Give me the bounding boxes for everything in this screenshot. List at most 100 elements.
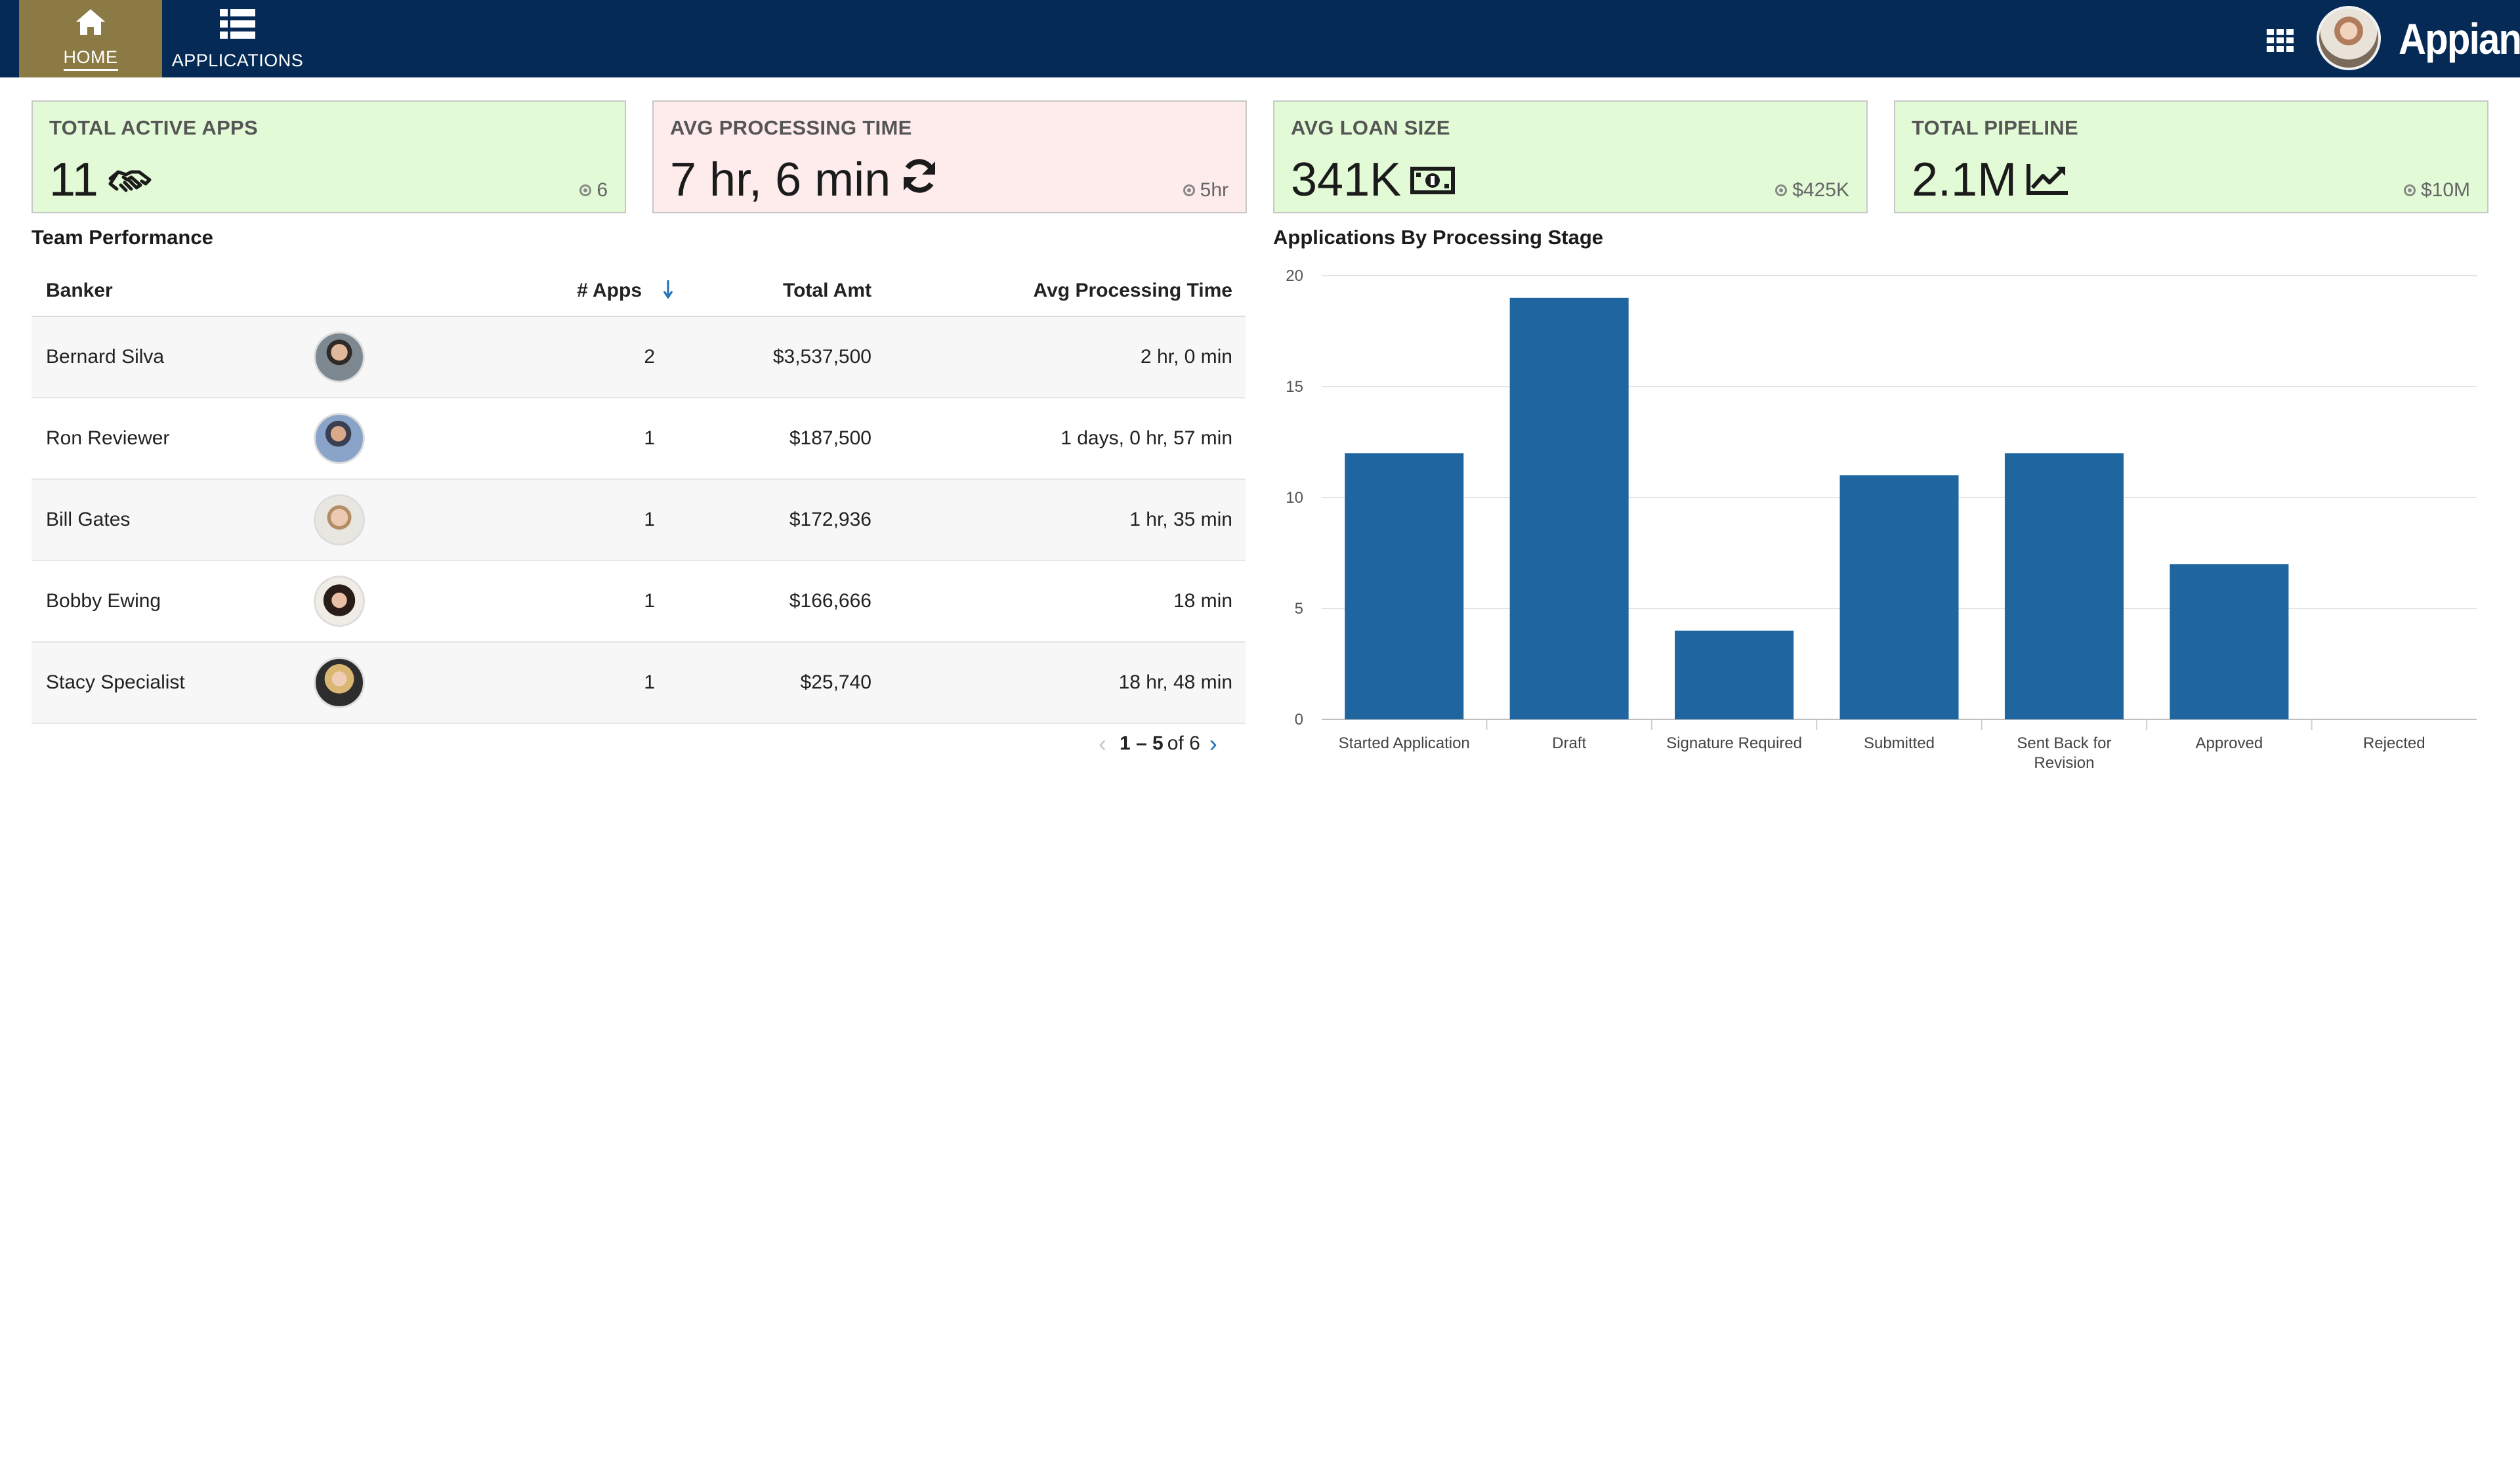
- column-header-apps-label: # Apps: [577, 280, 642, 301]
- avatar: [314, 494, 365, 545]
- avatar: [314, 657, 365, 708]
- kpi-target-value: $10M: [2420, 179, 2470, 201]
- apps-count: 1: [644, 590, 655, 612]
- y-tick-label: 15: [1286, 378, 1303, 396]
- table-row: Bobby Ewing 1 $166,666 18 min: [32, 561, 1246, 643]
- kpi-title: TOTAL ACTIVE APPS: [49, 116, 259, 139]
- banker-photo-cell: [314, 494, 412, 545]
- kpi-target-value: $425K: [1792, 179, 1849, 201]
- x-category-label: Started Application: [1339, 734, 1470, 752]
- avg-processing-time: 1 days, 0 hr, 57 min: [1060, 427, 1232, 449]
- grid-pager: ‹ 1 – 5 of 6 ›: [1089, 730, 1227, 757]
- banker-name: Bill Gates: [46, 509, 131, 530]
- bar[interactable]: [2004, 453, 2124, 719]
- kpi-title: AVG LOAN SIZE: [1291, 116, 1450, 139]
- kpi-value-row: 2.1M: [1912, 153, 2069, 207]
- x-category-label: Sent Back for Revision: [2017, 734, 2111, 772]
- apps-count: 1: [644, 671, 655, 693]
- total-amount: $3,537,500: [772, 346, 872, 368]
- banker-photo-cell: [314, 331, 412, 383]
- bar[interactable]: [1839, 475, 1959, 719]
- y-tick-label: 5: [1295, 600, 1303, 618]
- column-header-total-amt[interactable]: Total Amt: [783, 280, 872, 301]
- y-tick-label: 20: [1286, 267, 1303, 285]
- banker-name: Ron Reviewer: [46, 427, 170, 449]
- tab-applications[interactable]: APPLICATIONS: [172, 0, 303, 77]
- previous-page-icon[interactable]: ‹: [1099, 730, 1106, 757]
- total-amount: $166,666: [789, 590, 872, 612]
- apps-count: 1: [644, 427, 655, 449]
- bar[interactable]: [1345, 453, 1464, 719]
- x-category-label: Signature Required: [1666, 734, 1802, 752]
- handshake-icon: [108, 153, 154, 207]
- column-header-avg-time[interactable]: Avg Processing Time: [1033, 280, 1232, 301]
- bar[interactable]: [2170, 564, 2289, 719]
- kpi-value-row: 11: [49, 153, 154, 207]
- kpi-card-total-pipeline: TOTAL PIPELINE 2.1M $10M: [1894, 100, 2488, 213]
- kpi-target-value: 5hr: [1200, 179, 1228, 201]
- appian-logo: Appian: [2399, 14, 2520, 63]
- kpi-value-row: 341K: [1291, 153, 1456, 207]
- avg-processing-time: 18 hr, 48 min: [1118, 671, 1232, 693]
- y-tick-label: 10: [1286, 489, 1303, 507]
- total-amount: $172,936: [789, 509, 872, 530]
- x-category-label: Approved: [2195, 734, 2263, 752]
- banker-photo-cell: [314, 576, 412, 627]
- kpi-value: 11: [49, 154, 98, 206]
- kpi-target: $10M: [2403, 179, 2470, 201]
- team-performance-title: Team Performance: [32, 226, 213, 249]
- kpi-value: 2.1M: [1912, 154, 2017, 206]
- apps-count: 1: [644, 509, 655, 530]
- kpi-value-row: 7 hr, 6 min: [670, 153, 939, 207]
- applications-by-stage-chart: 0 5 10 15 20 Started Application Draft Signatur…: [1286, 267, 2477, 772]
- tab-home[interactable]: HOME: [19, 0, 162, 77]
- bar[interactable]: [1509, 297, 1629, 719]
- kpi-card-avg-loan-size: AVG LOAN SIZE 341K $425K: [1273, 100, 1868, 213]
- apps-count: 2: [644, 346, 655, 368]
- sort-down-arrow-icon[interactable]: [655, 277, 681, 305]
- table-row: Ron Reviewer 1 $187,500 1 days, 0 hr, 57…: [32, 398, 1246, 480]
- avatar: [314, 331, 365, 383]
- column-header-apps[interactable]: # Apps: [412, 277, 681, 305]
- refresh-icon: [900, 153, 939, 207]
- table-row: Stacy Specialist 1 $25,740 18 hr, 48 min: [32, 643, 1246, 724]
- kpi-value: 341K: [1291, 154, 1402, 206]
- total-amount: $25,740: [800, 671, 872, 693]
- target-icon: [579, 184, 592, 196]
- user-avatar[interactable]: [2317, 6, 2381, 70]
- list-icon: [220, 9, 255, 44]
- kpi-card-total-active-apps: TOTAL ACTIVE APPS 11 6: [32, 100, 626, 213]
- kpi-target: 5hr: [1183, 179, 1228, 201]
- avg-processing-time: 1 hr, 35 min: [1129, 509, 1232, 530]
- kpi-card-avg-processing-time: AVG PROCESSING TIME 7 hr, 6 min 5hr: [652, 100, 1247, 213]
- money-icon: [1410, 153, 1456, 207]
- kpi-title: AVG PROCESSING TIME: [670, 116, 912, 139]
- next-page-icon[interactable]: ›: [1209, 730, 1217, 757]
- table-row: Bill Gates 1 $172,936 1 hr, 35 min: [32, 480, 1246, 561]
- y-tick-label: 0: [1295, 711, 1303, 729]
- tab-applications-label: APPLICATIONS: [171, 51, 304, 70]
- x-category-label: Rejected: [2363, 734, 2426, 752]
- banker-name: Bobby Ewing: [46, 590, 161, 612]
- banker-photo-cell: [314, 657, 412, 708]
- grid-header-row: Banker # Apps Total Amt Avg Processing T…: [32, 266, 1246, 317]
- pager-total: of 6: [1167, 732, 1200, 754]
- x-category-label: Submitted: [1864, 734, 1935, 752]
- tab-home-label: HOME: [63, 47, 118, 71]
- target-icon: [1183, 184, 1195, 196]
- home-icon: [74, 7, 107, 41]
- bar[interactable]: [1675, 630, 1794, 719]
- kpi-target: 6: [579, 179, 608, 201]
- app-launcher-grid-icon[interactable]: [2265, 25, 2296, 55]
- target-icon: [2403, 184, 2416, 196]
- banker-name: Bernard Silva: [46, 346, 165, 368]
- column-header-banker[interactable]: Banker: [46, 280, 113, 301]
- kpi-target-value: 6: [597, 179, 608, 201]
- chart-title: Applications By Processing Stage: [1273, 226, 1604, 249]
- avg-processing-time: 18 min: [1173, 590, 1232, 612]
- avatar: [314, 413, 365, 464]
- banker-photo-cell: [314, 413, 412, 464]
- top-navigation-bar: HOME APPLICATIONS Appian: [0, 0, 2520, 77]
- line-chart-icon: [2026, 153, 2069, 207]
- total-amount: $187,500: [789, 427, 872, 449]
